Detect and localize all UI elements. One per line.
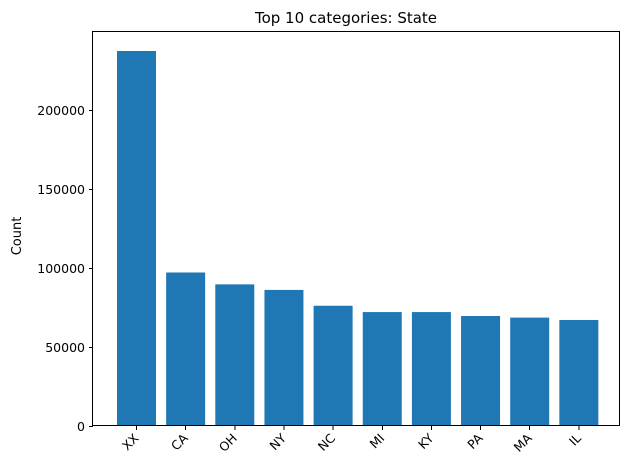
x-tick-label: IL — [566, 430, 584, 448]
x-tick-label: MA — [511, 430, 536, 455]
y-axis-ticks: 0 50000 100000 150000 200000 — [37, 103, 93, 434]
x-tick-label: NY — [266, 430, 289, 453]
bar-ky — [411, 312, 451, 426]
y-axis-label: Count — [10, 217, 25, 256]
x-tick-label: KY — [415, 430, 437, 452]
bars-group — [117, 50, 599, 427]
plot-frame — [92, 31, 620, 426]
bar-mi — [362, 312, 402, 426]
x-tick-label: MI — [367, 431, 388, 452]
bar-ny — [264, 289, 304, 426]
y-tick-label: 100000 — [37, 261, 85, 276]
bar-il — [559, 319, 599, 426]
y-tick-label: 150000 — [37, 182, 85, 197]
x-axis-ticks: XX CA OH NY NC MI KY PA MA IL — [119, 426, 584, 455]
y-tick-label: 200000 — [37, 103, 85, 118]
bar-ca — [166, 272, 206, 426]
y-tick-label: 0 — [77, 419, 85, 434]
y-tick-label: 50000 — [45, 340, 85, 355]
chart-title: Top 10 categories: State — [254, 9, 437, 27]
x-tick-label: OH — [216, 431, 240, 455]
x-tick-label: XX — [119, 430, 142, 453]
x-tick-label: PA — [464, 430, 486, 452]
bar-nc — [313, 305, 353, 426]
bar-xx — [117, 50, 156, 427]
bar-ma — [510, 317, 550, 426]
x-tick-label: NC — [315, 430, 339, 454]
x-tick-label: CA — [168, 430, 191, 453]
bar-pa — [461, 316, 501, 426]
bar-oh — [215, 284, 255, 426]
